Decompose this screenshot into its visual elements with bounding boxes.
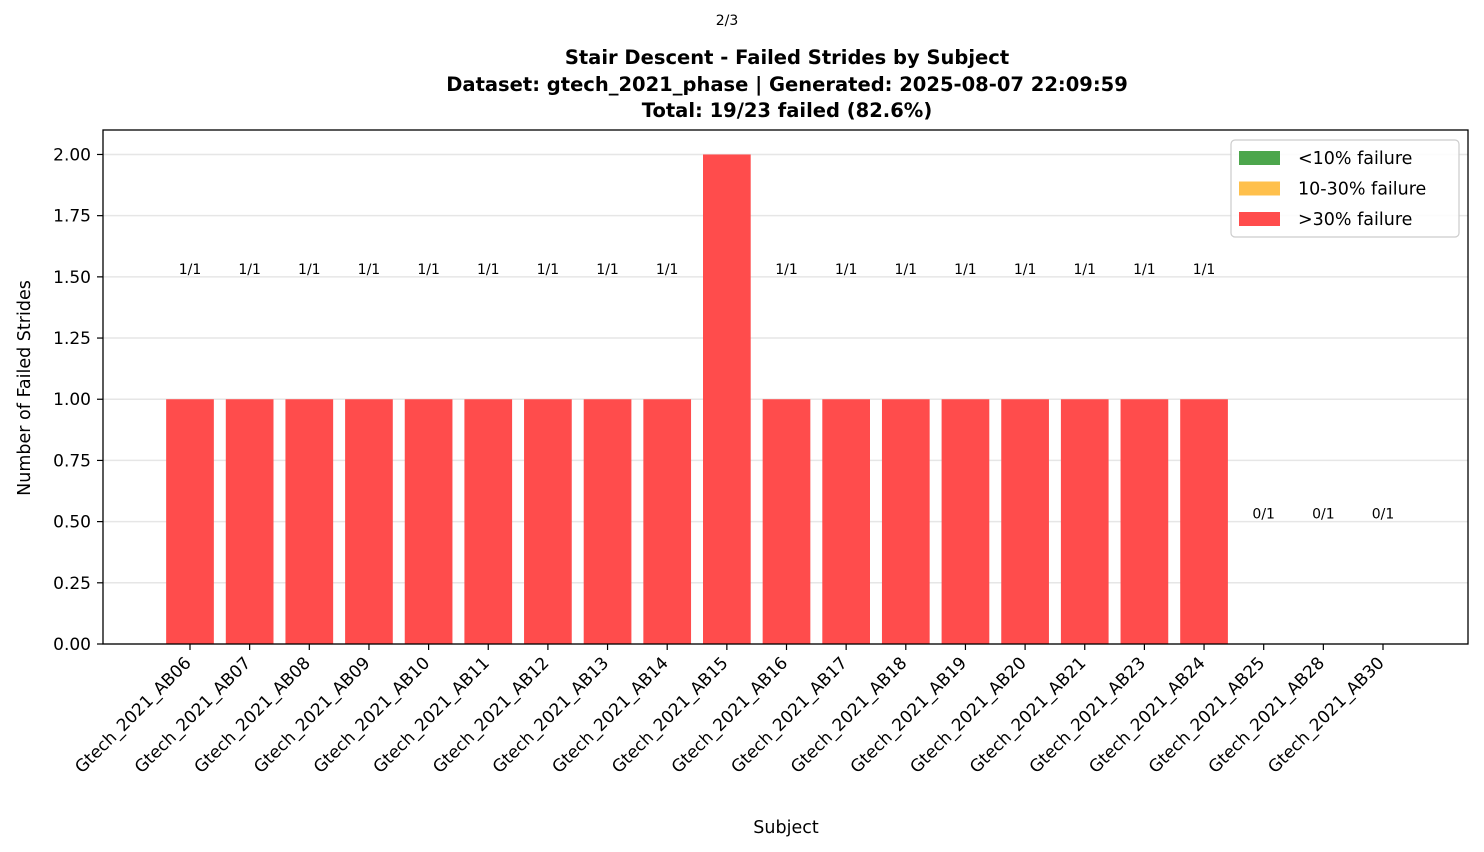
x-axis-label: Subject [753, 818, 819, 838]
x-tick-label: Gtech_2021_AB19 [847, 653, 971, 777]
bar [1001, 399, 1049, 644]
bar-data-label: 1/1 [179, 262, 202, 278]
bar-data-label: 1/1 [537, 262, 560, 278]
legend-swatch [1239, 181, 1280, 196]
bar [166, 399, 214, 644]
bar [703, 154, 751, 644]
bar-data-label: 0/1 [1252, 507, 1275, 523]
bar-data-label: 1/1 [656, 262, 679, 278]
x-tick-label: Gtech_2021_AB21 [966, 653, 1090, 777]
bar [822, 399, 870, 644]
bar-data-label: 1/1 [417, 262, 440, 278]
x-tick-label: Gtech_2021_AB07 [131, 653, 255, 777]
bar [1060, 399, 1109, 644]
y-axis-label: Number of Failed Strides [15, 280, 35, 496]
bar-data-label: 1/1 [835, 262, 858, 278]
bar-data-label: 1/1 [954, 262, 977, 278]
x-tick-label: Gtech_2021_AB09 [250, 653, 374, 777]
bar-data-label: 1/1 [298, 262, 321, 278]
bar-data-label: 1/1 [1133, 262, 1156, 278]
bar [941, 399, 990, 644]
bar [464, 399, 513, 644]
x-tick-label: Gtech_2021_AB24 [1085, 653, 1209, 777]
bar-data-label: 1/1 [1014, 262, 1037, 278]
bar-data-label: 0/1 [1372, 507, 1395, 523]
bar-data-label: 1/1 [238, 262, 261, 278]
x-tick-label: Gtech_2021_AB14 [549, 653, 673, 777]
y-tick-label: 0.75 [53, 451, 91, 471]
y-tick-label: 2.00 [53, 145, 91, 165]
chart-summary: Total: 19/23 failed (82.6%) [642, 99, 933, 122]
bar-data-label: 1/1 [596, 262, 619, 278]
chart-title: Stair Descent - Failed Strides by Subjec… [565, 46, 1009, 69]
x-tick-label: Gtech_2021_AB25 [1145, 653, 1269, 777]
bar-data-label: 1/1 [477, 262, 500, 278]
bar-data-label: 0/1 [1312, 507, 1335, 523]
x-tick-label: Gtech_2021_AB30 [1264, 653, 1388, 777]
y-tick-label: 0.25 [53, 574, 91, 594]
bar-data-label: 1/1 [1073, 262, 1096, 278]
legend-box [1230, 139, 1460, 238]
y-tick-label: 1.25 [53, 329, 91, 349]
x-tick-label: Gtech_2021_AB11 [370, 653, 494, 777]
x-tick-label: Gtech_2021_AB12 [429, 653, 553, 777]
legend-swatch [1239, 151, 1280, 165]
y-tick-label: 1.75 [53, 207, 91, 227]
bar-data-label: 1/1 [775, 262, 798, 278]
x-tick-label: Gtech_2021_AB20 [906, 653, 1030, 777]
x-tick-label: Gtech_2021_AB28 [1205, 653, 1329, 777]
bar [285, 399, 334, 644]
bar [225, 399, 274, 644]
x-tick-label: Gtech_2021_AB17 [728, 653, 852, 777]
bar [1180, 399, 1228, 644]
bar-data-label: 1/1 [1193, 262, 1216, 278]
page-indicator: 2/3 [715, 13, 739, 29]
bar [1120, 399, 1169, 644]
bar [643, 399, 692, 644]
legend-label: >30% failure [1298, 210, 1412, 230]
bar-data-label: 1/1 [895, 262, 918, 278]
x-tick-label: Gtech_2021_AB08 [191, 653, 315, 777]
chart-subtitle: Dataset: gtech_2021_phase | Generated: 2… [446, 73, 1128, 96]
bar [345, 399, 393, 644]
x-tick-label: Gtech_2021_AB13 [489, 653, 613, 777]
x-tick-label: Gtech_2021_AB23 [1026, 653, 1150, 777]
bar [881, 399, 930, 644]
bar [404, 399, 453, 644]
bar [583, 399, 632, 644]
x-tick-label: Gtech_2021_AB10 [310, 653, 434, 777]
bar-data-label: 1/1 [358, 262, 381, 278]
x-tick-label: Gtech_2021_AB18 [787, 653, 911, 777]
plot-frame [102, 129, 1469, 645]
legend-swatch [1239, 212, 1280, 226]
y-tick-label: 0.00 [53, 635, 91, 655]
legend-label: <10% failure [1298, 149, 1412, 169]
x-tick-label: Gtech_2021_AB16 [668, 653, 792, 777]
x-tick-label: Gtech_2021_AB15 [608, 653, 732, 777]
y-tick-label: 0.50 [53, 513, 91, 533]
bar [524, 399, 572, 644]
bar [762, 399, 811, 644]
legend-label: 10-30% failure [1298, 180, 1426, 200]
y-tick-label: 1.50 [53, 268, 91, 288]
y-tick-label: 1.00 [53, 390, 91, 410]
x-tick-label: Gtech_2021_AB06 [71, 653, 195, 777]
